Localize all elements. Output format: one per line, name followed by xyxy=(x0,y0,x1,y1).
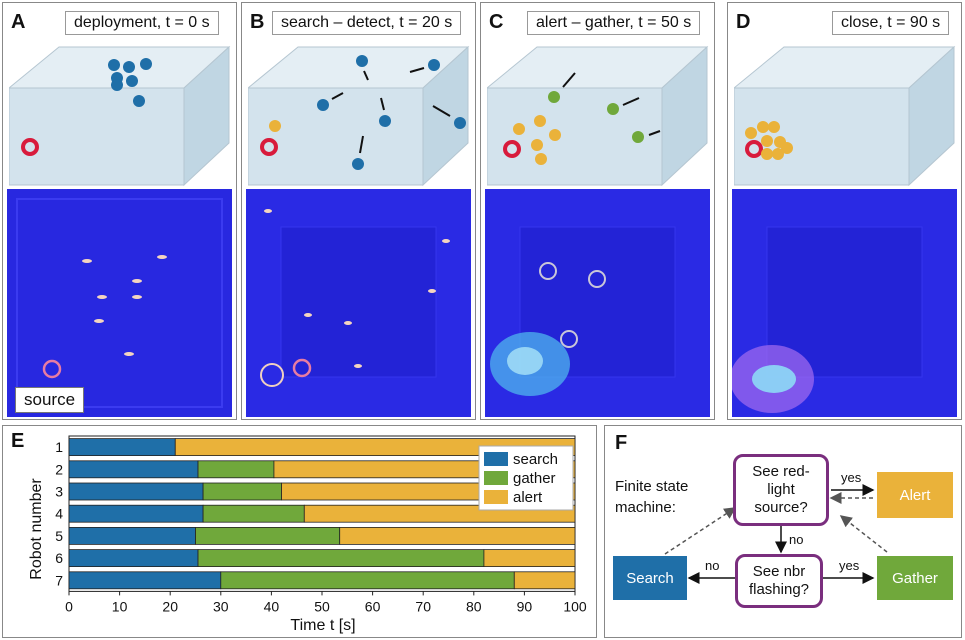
panel-a: A deployment, t = 0 s source xyxy=(2,2,237,420)
panel-letter-a: A xyxy=(11,11,26,33)
chart-legend: search gather alert xyxy=(478,445,574,511)
fsm-title: Finite state machine: xyxy=(615,478,689,516)
x-tick-label: 50 xyxy=(314,598,330,614)
arrow-gather-to-alert xyxy=(839,515,888,553)
panel-letter-d: D xyxy=(736,11,751,33)
fsm-node-nbr-flashing: See nbr flashing? xyxy=(735,554,823,608)
y-tick-label: 7 xyxy=(55,572,63,588)
bar-robot-6-gather xyxy=(197,549,485,567)
x-tick-label: 40 xyxy=(264,598,280,614)
panel-letter-e: E xyxy=(11,430,25,452)
arena-diagram-d xyxy=(734,45,956,187)
panel-d: D close, t = 90 s xyxy=(727,2,962,420)
bar-robot-7-alert xyxy=(513,571,576,590)
legend-swatch-search xyxy=(484,452,508,466)
panel-b: B search – detect, t = 20 s xyxy=(241,2,476,420)
y-tick-label: 3 xyxy=(55,484,63,500)
bar-robot-3-search xyxy=(68,482,204,501)
x-tick-label: 80 xyxy=(466,598,482,614)
label-no-left: no xyxy=(705,558,720,573)
legend-swatch-alert xyxy=(484,490,508,504)
x-tick-label: 100 xyxy=(563,598,587,614)
legend-label-alert: alert xyxy=(513,489,543,506)
x-tick-label: 70 xyxy=(415,598,431,614)
fsm-state-gather: Gather xyxy=(877,556,953,600)
panel-f-fsm: F Finite state machine: yes no yes no Se… xyxy=(604,425,962,638)
arena-photo-a xyxy=(7,189,232,417)
legend-label-gather: gather xyxy=(513,470,556,487)
panel-caption-c: alert – gather, t = 50 s xyxy=(527,11,701,35)
bar-robot-5-search xyxy=(68,527,196,545)
bar-robot-3-gather xyxy=(202,482,282,501)
y-tick-label: 5 xyxy=(55,528,63,544)
panel-e-chart: E Robot number Time t [s] 1 2 3 4 5 6 7 0 10 20 3… xyxy=(2,425,597,638)
x-tick-label: 0 xyxy=(65,598,73,614)
robot-state-chart: Robot number Time t [s] 1 2 3 4 5 6 7 0 10 20 30 4… xyxy=(28,435,587,634)
bar-robot-6-alert xyxy=(483,549,576,567)
arena-photo-b xyxy=(246,189,471,417)
arena-photo-c xyxy=(485,189,710,417)
bar-robot-4-gather xyxy=(202,504,305,523)
panel-caption-d: close, t = 90 s xyxy=(832,11,950,35)
bar-robot-7-search xyxy=(68,571,222,590)
bar-robot-6-search xyxy=(68,549,199,567)
fsm-state-alert: Alert xyxy=(877,472,953,518)
fsm-node-red-light: See red-light source? xyxy=(733,454,829,526)
x-tick-label: 30 xyxy=(213,598,229,614)
bar-robot-5-gather xyxy=(195,527,341,545)
arena-diagram-b xyxy=(248,45,470,187)
y-tick-label: 6 xyxy=(55,550,63,566)
legend-swatch-gather xyxy=(484,471,508,485)
panel-letter-b: B xyxy=(250,11,265,33)
panel-c: C alert – gather, t = 50 s xyxy=(480,2,715,420)
source-label: source xyxy=(15,387,85,413)
x-tick-label: 90 xyxy=(517,598,533,614)
bar-robot-4-search xyxy=(68,504,204,523)
arena-diagram-c xyxy=(487,45,709,187)
panel-caption-a: deployment, t = 0 s xyxy=(65,11,219,35)
arena-photo-d xyxy=(732,189,957,417)
panel-caption-b: search – detect, t = 20 s xyxy=(272,11,462,35)
bar-robot-2-gather xyxy=(197,460,275,479)
bar-robot-2-search xyxy=(68,460,199,479)
x-tick-label: 60 xyxy=(365,598,381,614)
panel-letter-c: C xyxy=(489,11,504,33)
y-tick-label: 2 xyxy=(55,461,63,477)
fsm-state-search: Search xyxy=(613,556,687,600)
y-tick-label: 1 xyxy=(55,439,63,455)
label-yes-top: yes xyxy=(841,470,862,485)
bar-robot-1-search xyxy=(68,438,176,457)
y-tick-label: 4 xyxy=(55,506,63,522)
bar-robot-5-alert xyxy=(339,527,576,545)
x-axis-label: Time t [s] xyxy=(290,617,355,634)
arrow-search-to-q1 xyxy=(664,507,737,555)
bar-robot-7-gather xyxy=(220,571,515,590)
fsm-arrows xyxy=(664,484,888,584)
legend-label-search: search xyxy=(513,451,558,468)
panel-letter-f: F xyxy=(615,432,628,454)
bar-robot-1-alert xyxy=(174,438,576,457)
label-no-down: no xyxy=(789,532,804,547)
label-yes-bottom: yes xyxy=(839,558,860,573)
x-tick-label: 10 xyxy=(112,598,128,614)
x-tick-label: 20 xyxy=(162,598,178,614)
y-axis-label: Robot number xyxy=(28,478,45,580)
arena-diagram-a xyxy=(9,45,231,187)
